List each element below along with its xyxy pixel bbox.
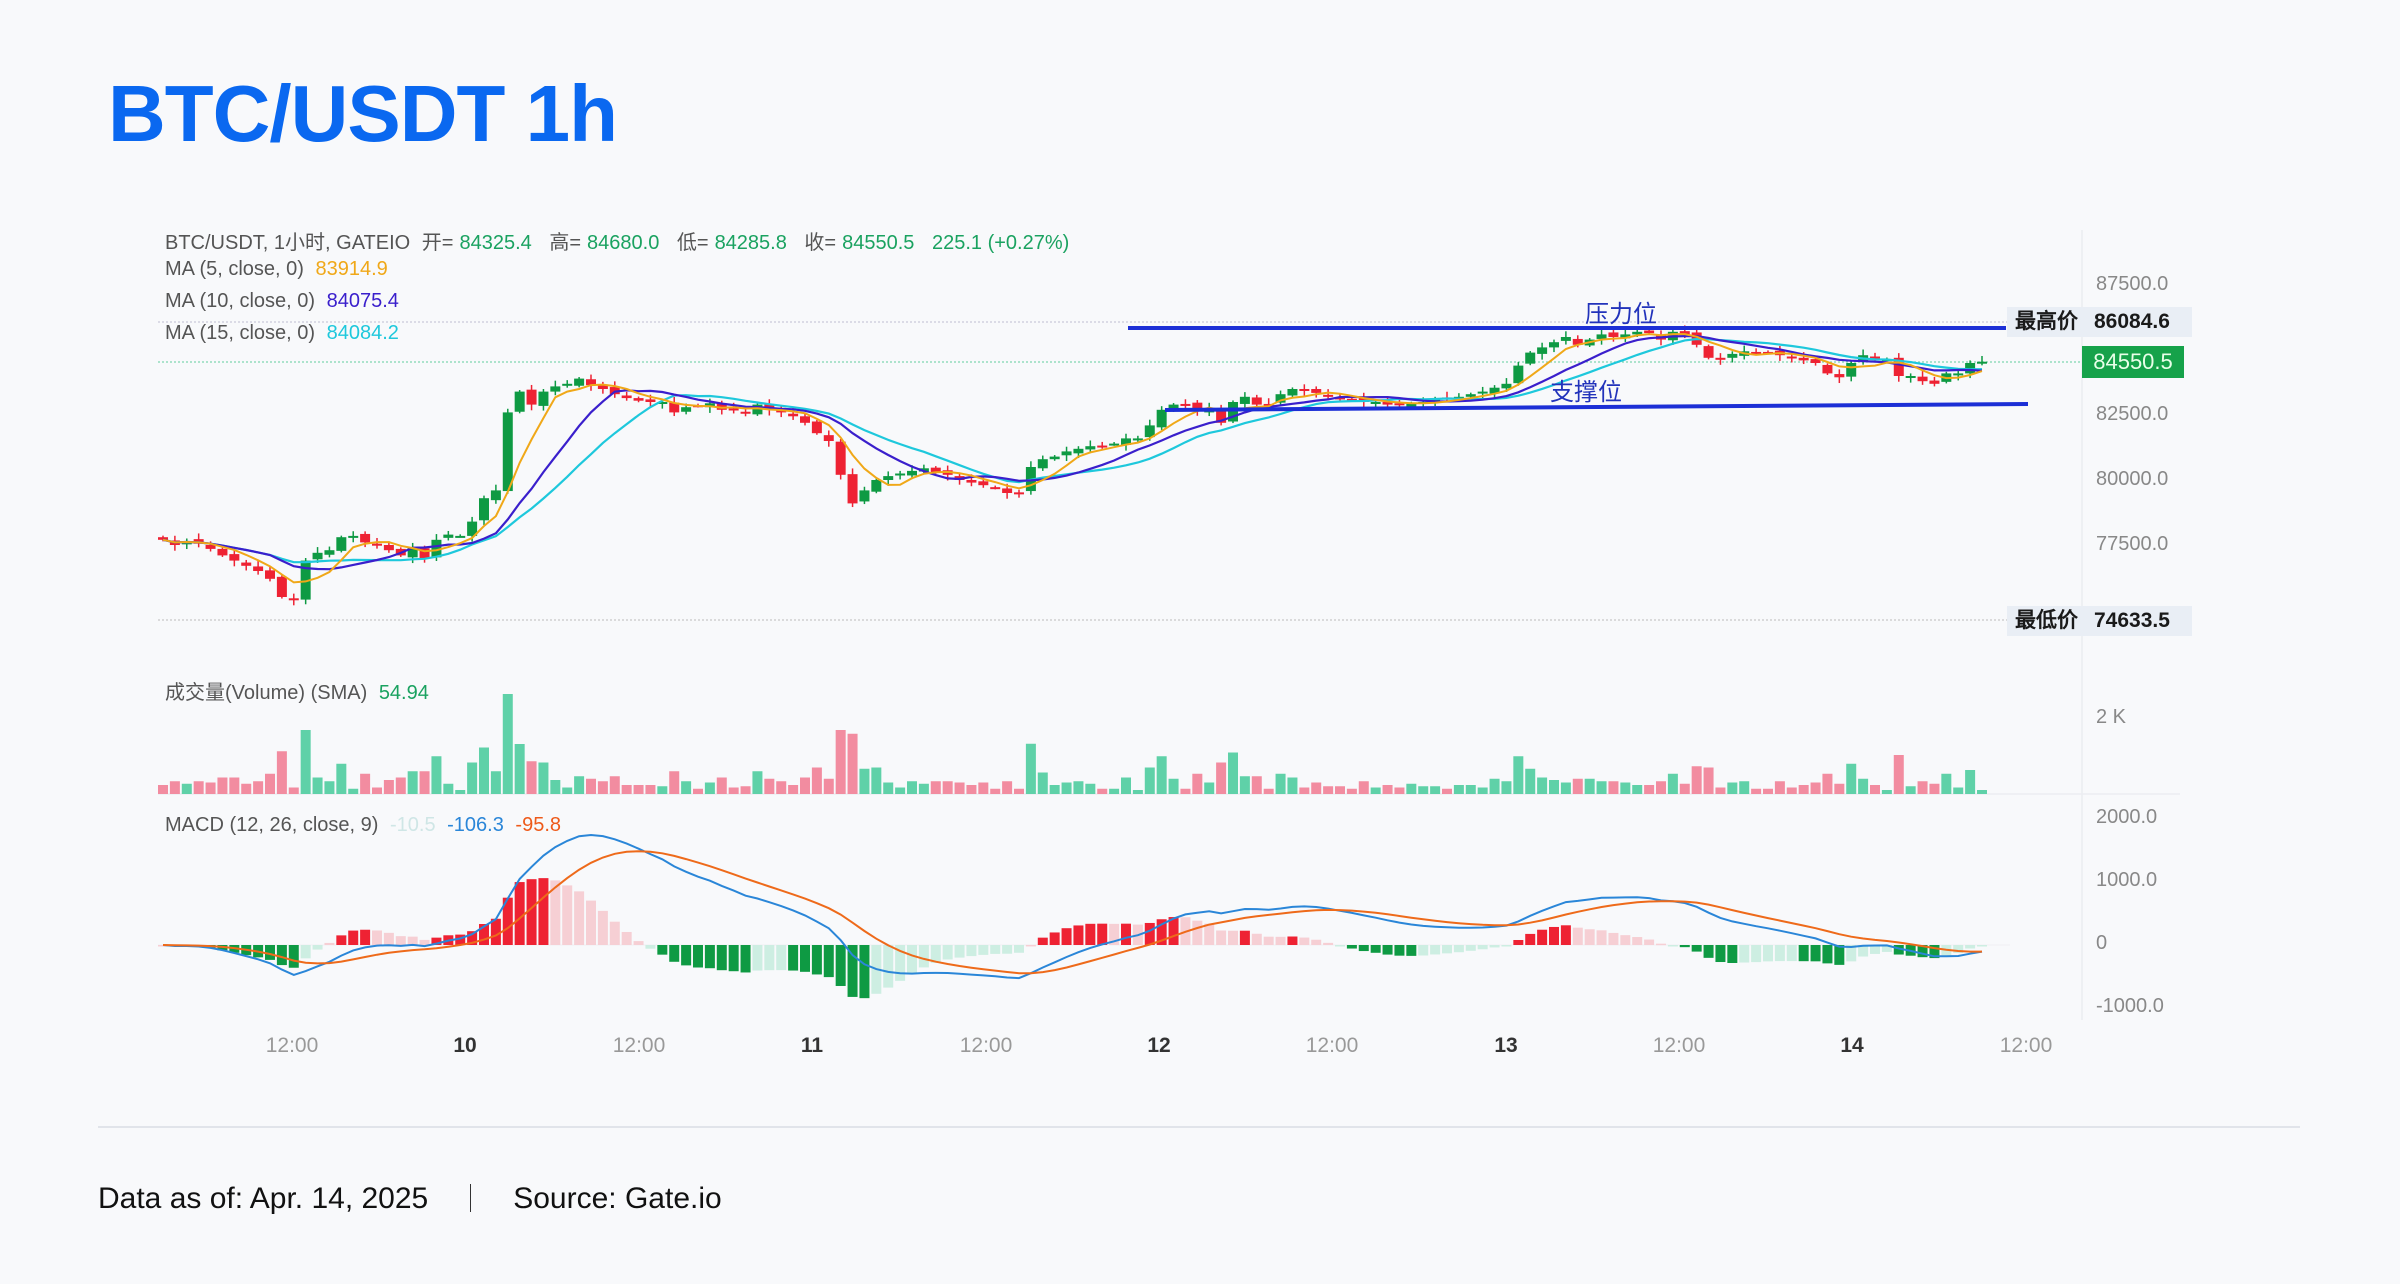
macd-tick-2000: 2000.0 [2096,806,2158,828]
low-value: 低= 84285.8 [676,232,787,254]
footer: Data as of: Apr. 14, 2025 Source: Gate.io [98,1182,722,1216]
open-value: 开= 84325.4 [421,232,532,254]
symbol-line: BTC/USDT, 1小时, GATEIO [165,232,411,254]
volume-tick-2k: 2 K [2096,706,2127,728]
close-value: 收= 84550.5 [804,232,915,254]
lowest-price-value: 74633.5 [2086,606,2192,636]
high-value: 高= 84680.0 [549,232,660,254]
highest-price-value: 86084.6 [2086,307,2192,337]
x-tick-day: 14 [1840,1034,1864,1057]
macd-legend: MACD (12, 26, close, 9) -10.5 -106.3 -95… [165,814,562,836]
macd-tick-neg1000: -1000.0 [2096,995,2164,1017]
x-tick: 12:00 [1999,1034,2053,1057]
support-annotation: 支撑位 [1550,379,1622,406]
page-title: BTC/USDT 1h [108,69,618,158]
macd-tick-0: 0 [2096,932,2108,954]
x-tick: 12:00 [612,1034,666,1057]
macd-line-value: -106.3 [447,814,504,836]
footer-divider [98,1126,2300,1128]
price-tick-82500: 82500.0 [2096,403,2169,425]
macd-hist-value: -10.5 [389,814,436,836]
data-date: Data as of: Apr. 14, 2025 [98,1182,429,1215]
x-tick-day: 11 [800,1034,824,1057]
highest-price-label: 最高价 [2007,307,2086,337]
volume-legend: 成交量(Volume) (SMA) 54.94 [165,682,429,704]
footer-separator [470,1184,472,1212]
macd-tick-1000: 1000.0 [2096,869,2158,891]
x-tick: 12:00 [265,1034,319,1057]
x-tick-day: 10 [453,1034,477,1057]
resistance-annotation: 压力位 [1585,301,1657,328]
x-tick-day: 12 [1147,1034,1171,1057]
x-tick: 12:00 [1305,1034,1359,1057]
current-price-tag: 84550.5 [2082,346,2184,378]
data-source: Source: Gate.io [513,1182,722,1215]
price-tick-77500: 77500.0 [2096,533,2169,555]
x-tick-day: 13 [1494,1034,1518,1057]
macd-signal-value: -95.8 [515,814,562,836]
ma5-legend: MA (5, close, 0) 83914.9 [165,258,388,280]
ma10-legend: MA (10, close, 0) 84075.4 [165,290,399,312]
price-tick-80000: 80000.0 [2096,468,2169,490]
price-tick-87500: 87500.0 [2096,273,2169,295]
change-value: 225.1 (+0.27%) [931,232,1070,254]
ma15-legend: MA (15, close, 0) 84084.2 [165,322,399,344]
x-tick: 12:00 [959,1034,1013,1057]
chart-legend-ohlc: BTC/USDT, 1小时, GATEIO 开= 84325.4 高= 84680.… [165,226,1075,255]
lowest-price-label: 最低价 [2007,606,2086,636]
x-tick: 12:00 [1652,1034,1706,1057]
